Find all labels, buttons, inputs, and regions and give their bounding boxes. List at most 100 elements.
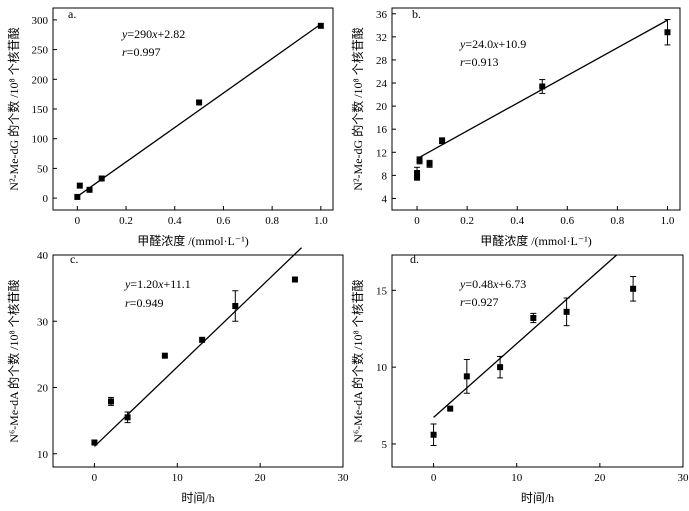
y-tick-label: 8 — [382, 170, 388, 182]
equation-part: x — [492, 277, 499, 291]
equation-part: +6.73 — [498, 277, 526, 291]
correlation-label: r=0.913 — [460, 55, 498, 69]
x-axis-label: 甲醛浓度 /(mmol·L⁻¹) — [137, 233, 249, 248]
r-symbol: r — [125, 296, 130, 310]
y-tick-label: 12 — [376, 147, 387, 159]
x-tick-label: 0.6 — [217, 215, 231, 227]
r-value: =0.913 — [465, 55, 499, 69]
x-tick-label: 30 — [338, 472, 350, 484]
fit-line — [433, 254, 617, 418]
r-symbol: r — [460, 55, 465, 69]
fit-line — [76, 23, 322, 197]
data-point — [463, 373, 470, 380]
x-tick-label: 0 — [75, 215, 81, 227]
y-tick-label: 150 — [32, 104, 49, 116]
y-tick-label: 30 — [37, 316, 49, 328]
equation-part: x — [151, 27, 158, 41]
plot-frame — [391, 254, 684, 468]
data-point — [430, 431, 437, 438]
data-point — [414, 174, 421, 181]
data-point — [91, 439, 98, 446]
data-point — [497, 364, 504, 371]
x-tick-label: 0.8 — [265, 215, 279, 227]
equation-part: y — [124, 277, 131, 291]
data-point — [563, 308, 570, 315]
r-value: =0.997 — [127, 45, 161, 59]
data-point — [76, 182, 83, 189]
y-tick-label: 20 — [37, 383, 49, 395]
y-tick-label: 50 — [37, 163, 49, 175]
y-tick-label: 16 — [376, 124, 388, 136]
plot-frame — [52, 7, 334, 211]
y-tick-label: 200 — [32, 74, 49, 86]
equation-part: x — [157, 277, 164, 291]
y-tick-label: 24 — [376, 78, 388, 90]
y-axis-label: N²-Me-dG 的个数 /10⁸ 个核苷酸 — [6, 27, 21, 190]
x-tick-label: 0.2 — [119, 215, 133, 227]
data-point — [86, 186, 93, 193]
x-axis-label: 时间/h — [521, 491, 554, 505]
equation-part: =24.0 — [465, 37, 493, 51]
x-tick-label: 0 — [414, 215, 420, 227]
correlation-label: r=0.997 — [122, 45, 160, 59]
x-tick-label: 0.2 — [460, 215, 474, 227]
x-tick-label: 1.0 — [661, 215, 675, 227]
panel-b: 0 0.2 0.4 0.6 0.8 1.0 4 8 12 16 20 24 28 32 36 b. y=24.0… — [350, 7, 681, 248]
x-tick-label: 20 — [255, 472, 267, 484]
y-tick-label: 10 — [37, 449, 49, 461]
y-tick-label: 0 — [43, 193, 49, 205]
correlation-label: r=0.949 — [125, 296, 163, 310]
panel-label: d. — [410, 252, 419, 266]
x-tick-label: 10 — [511, 472, 523, 484]
data-point — [124, 414, 131, 421]
data-point — [664, 29, 671, 36]
fit-equation: y=1.20x+11.1 — [124, 277, 191, 291]
data-point — [530, 314, 537, 321]
r-value: =0.927 — [465, 295, 499, 309]
r-symbol: r — [122, 45, 127, 59]
fit-equation: y=290x+2.82 — [121, 27, 185, 41]
data-point — [414, 170, 421, 177]
x-tick-label: 0.6 — [560, 215, 574, 227]
equation-part: y — [459, 37, 466, 51]
data-point — [98, 175, 105, 182]
y-tick-label: 40 — [37, 250, 49, 262]
data-point — [447, 405, 454, 412]
y-axis-label: N⁶-Me-dA 的个数 /10⁸ 个核苷酸 — [350, 279, 365, 442]
fit-equation: y=24.0x+10.9 — [459, 37, 526, 51]
data-point — [317, 22, 324, 29]
equation-part: +2.82 — [157, 27, 185, 41]
data-point — [196, 99, 203, 106]
x-tick-label: 30 — [678, 472, 689, 484]
fit-equation: y=0.48x+6.73 — [459, 277, 526, 291]
r-symbol: r — [460, 295, 465, 309]
equation-part: =1.20 — [130, 277, 158, 291]
x-tick-label: 20 — [594, 472, 606, 484]
equation-part: =0.48 — [465, 277, 493, 291]
y-tick-label: 300 — [32, 15, 49, 27]
panel-label: a. — [68, 7, 76, 21]
data-point — [161, 352, 168, 359]
equation-part: +11.1 — [163, 277, 190, 291]
equation-part: =290 — [127, 27, 152, 41]
equation-part: +10.9 — [498, 37, 526, 51]
x-tick-label: 10 — [172, 472, 184, 484]
y-tick-label: 32 — [376, 32, 387, 44]
data-point — [108, 398, 114, 405]
y-tick-label: 28 — [376, 55, 388, 67]
data-point — [630, 285, 637, 292]
fit-line — [93, 247, 303, 447]
x-axis-label: 甲醛浓度 /(mmol·L⁻¹) — [480, 233, 592, 248]
data-point — [291, 276, 298, 283]
plot-frame — [391, 7, 681, 211]
r-value: =0.949 — [130, 296, 164, 310]
panel-d: 0 10 20 3051015d.y=0.48x+6.73r=0.927时间/hN⁶-… — [350, 252, 689, 505]
x-tick-label: 0.8 — [611, 215, 625, 227]
equation-part: y — [459, 277, 466, 291]
data-point — [74, 193, 81, 200]
y-tick-label: 250 — [32, 45, 49, 57]
y-tick-label: 36 — [376, 9, 388, 21]
y-tick-label: 20 — [376, 101, 388, 113]
x-tick-label: 0 — [92, 472, 98, 484]
